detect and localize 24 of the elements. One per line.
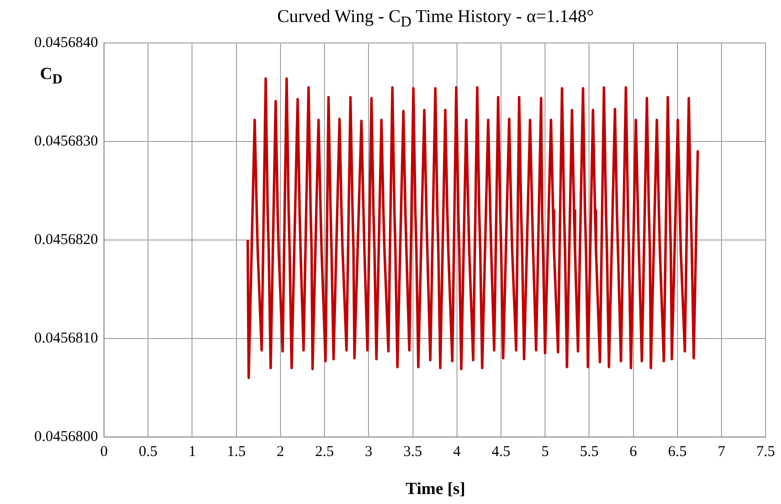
y-tick-label: 0.0456810 — [34, 330, 98, 346]
x-tick-label: 3 — [364, 444, 372, 460]
x-tick-label: 4 — [453, 444, 462, 460]
x-tick-label: 0.5 — [138, 444, 158, 460]
x-tick-label: 6 — [630, 444, 638, 460]
x-tick-label: 5.5 — [580, 444, 599, 460]
x-tick-label: 7.5 — [756, 444, 775, 460]
y-tick-label: 0.0456830 — [34, 133, 98, 150]
x-axis-title: Time [s] — [404, 479, 466, 499]
x-tick-label: 2.5 — [315, 444, 334, 460]
x-tick-label: 1 — [188, 444, 196, 460]
y-axis-title: C$_{D}$ — [40, 64, 63, 88]
y-tick-label: 0.0456820 — [34, 232, 98, 248]
y-tick-label: 0.0456840 — [34, 34, 98, 51]
x-tick-label: 4.5 — [492, 444, 510, 460]
x-tick-label: 0 — [100, 444, 108, 460]
x-tick-label: 6.5 — [668, 444, 687, 460]
x-tick-label: 3.5 — [403, 444, 422, 460]
x-tick-label: 5 — [541, 444, 549, 460]
x-tick-label: 2 — [276, 444, 284, 460]
chart-title: Curved Wing - C$_{D}$ Time History - α=1.148° — [276, 6, 595, 32]
x-tick-label: 7 — [718, 444, 726, 460]
x-tick-label: 1.5 — [226, 444, 246, 460]
y-tick-label: 0.0456800 — [34, 428, 98, 445]
